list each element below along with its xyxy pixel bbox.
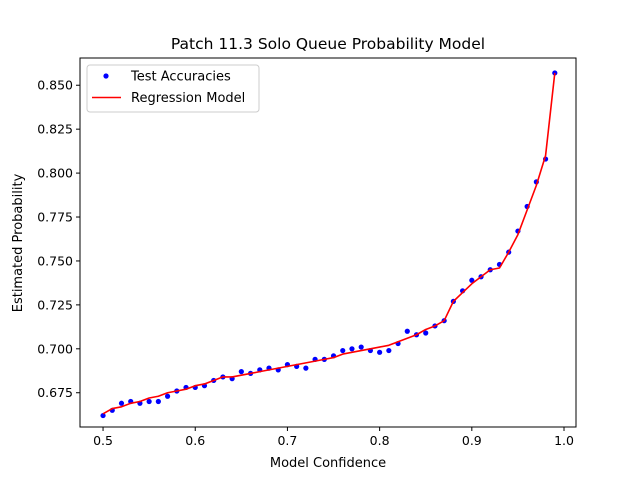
data-point (340, 347, 346, 354)
y-tick-label: 0.700 (37, 341, 73, 356)
legend-marker-test-accuracies (103, 73, 109, 79)
y-tick-label: 0.775 (37, 210, 73, 225)
y-tick-label: 0.850 (37, 78, 73, 93)
data-point (404, 328, 410, 334)
y-tick-label: 0.725 (37, 297, 73, 312)
y-tick-label: 0.825 (37, 122, 73, 137)
data-point (423, 330, 429, 336)
legend-box (86, 64, 260, 113)
plot-frame (79, 57, 577, 428)
legend: Test Accuracies Regression Model (86, 64, 260, 113)
plot-background (80, 58, 576, 427)
data-point (358, 344, 364, 350)
x-axis: 0.5 0.6 0.7 0.8 0.9 1.0 (93, 427, 574, 448)
data-point (146, 398, 152, 405)
legend-label-test-accuracies: Test Accuracies (130, 70, 231, 85)
regression-line (102, 72, 556, 415)
chart-title: Patch 11.3 Solo Queue Probability Model (171, 35, 485, 53)
x-tick-label: 0.7 (277, 433, 297, 448)
y-tick-label: 0.800 (37, 166, 73, 181)
data-point (552, 70, 558, 76)
data-point (164, 393, 171, 399)
x-tick-label: 0.6 (185, 433, 205, 448)
x-axis-label: Model Confidence (270, 456, 386, 471)
data-point (349, 346, 355, 352)
data-point (238, 369, 244, 375)
x-tick-label: 0.8 (370, 433, 390, 448)
x-tick-label: 0.5 (93, 433, 113, 448)
y-tick-label: 0.750 (37, 253, 73, 268)
data-point (155, 398, 161, 405)
data-point (386, 347, 392, 354)
x-tick-label: 0.9 (462, 433, 482, 448)
data-point (377, 349, 383, 355)
y-tick-label: 0.675 (37, 385, 73, 400)
legend-label-regression-model: Regression Model (131, 91, 245, 106)
data-point (100, 412, 106, 419)
data-layer (100, 70, 558, 419)
data-point (303, 365, 309, 371)
y-axis-label: Estimated Probability (11, 173, 26, 312)
x-tick-label: 1.0 (554, 433, 574, 448)
y-axis: 0.675 0.700 0.725 0.750 0.775 0.800 0.825 0.850 (37, 78, 80, 400)
data-point (469, 277, 475, 283)
data-point (118, 400, 125, 406)
